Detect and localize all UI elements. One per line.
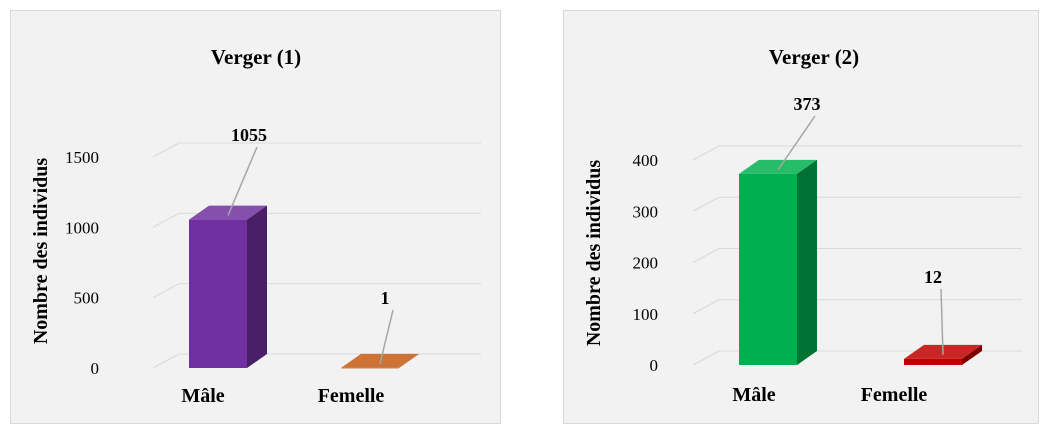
- gridline-depth: [692, 196, 720, 212]
- bar-side: [399, 353, 419, 368]
- y-tick-label: 500: [74, 289, 100, 308]
- chart-title: Verger (1): [211, 45, 301, 69]
- data-label: 1055: [231, 125, 267, 145]
- y-tick-label: 1500: [65, 148, 99, 167]
- chart-title: Verger (2): [769, 45, 859, 69]
- gridline-depth: [152, 283, 180, 299]
- chart-verger-1: Verger (1) Nombre des individus 0 500 1000…: [30, 45, 481, 407]
- y-tick-label: 300: [633, 202, 659, 221]
- bar-male: [189, 205, 267, 368]
- category-label: Femelle: [318, 385, 385, 407]
- chart-panel-verger-1: Verger (1) Nombre des individus 0 500 1000…: [10, 10, 501, 424]
- data-label: 12: [924, 267, 942, 287]
- bar-side: [797, 159, 817, 365]
- category-label: Femelle: [861, 384, 928, 406]
- gridline-depth: [152, 353, 180, 369]
- bar-top: [739, 159, 817, 174]
- bar-top: [189, 205, 267, 220]
- y-tick-label: 400: [633, 151, 659, 170]
- bar-side: [962, 344, 982, 365]
- gridline-depth: [152, 142, 180, 158]
- category-label: Mâle: [181, 385, 224, 407]
- bar-side: [247, 205, 267, 368]
- bar-front: [189, 219, 247, 368]
- y-tick-label: 0: [91, 359, 100, 378]
- gridline-depth: [692, 145, 720, 161]
- bar-front: [904, 358, 962, 365]
- data-label: 373: [794, 94, 821, 114]
- data-label-leader: [777, 115, 816, 171]
- category-label: Mâle: [732, 384, 775, 406]
- gridline-depth: [692, 299, 720, 315]
- data-label-leader: [227, 146, 258, 216]
- y-tick-label: 100: [633, 305, 659, 324]
- chart-panel-verger-2: Verger (2) Nombre des individus 0 100 200 3…: [563, 10, 1039, 424]
- chart-verger-2: Verger (2) Nombre des individus 0 100 200 3…: [583, 45, 1022, 406]
- gridline-depth: [152, 212, 180, 228]
- data-label: 1: [381, 288, 390, 308]
- bar-front: [341, 367, 399, 369]
- bar-male: [739, 159, 817, 365]
- gridline-depth: [692, 350, 720, 366]
- data-label-leader: [940, 288, 944, 355]
- y-axis-label: Nombre des individus: [583, 160, 605, 347]
- y-tick-label: 200: [633, 254, 659, 273]
- y-tick-label: 1000: [65, 218, 99, 237]
- y-tick-label: 0: [650, 356, 659, 375]
- gridline-depth: [692, 248, 720, 263]
- data-label-leader: [379, 309, 394, 365]
- y-axis-label: Nombre des individus: [30, 158, 52, 345]
- bar-front: [739, 173, 797, 365]
